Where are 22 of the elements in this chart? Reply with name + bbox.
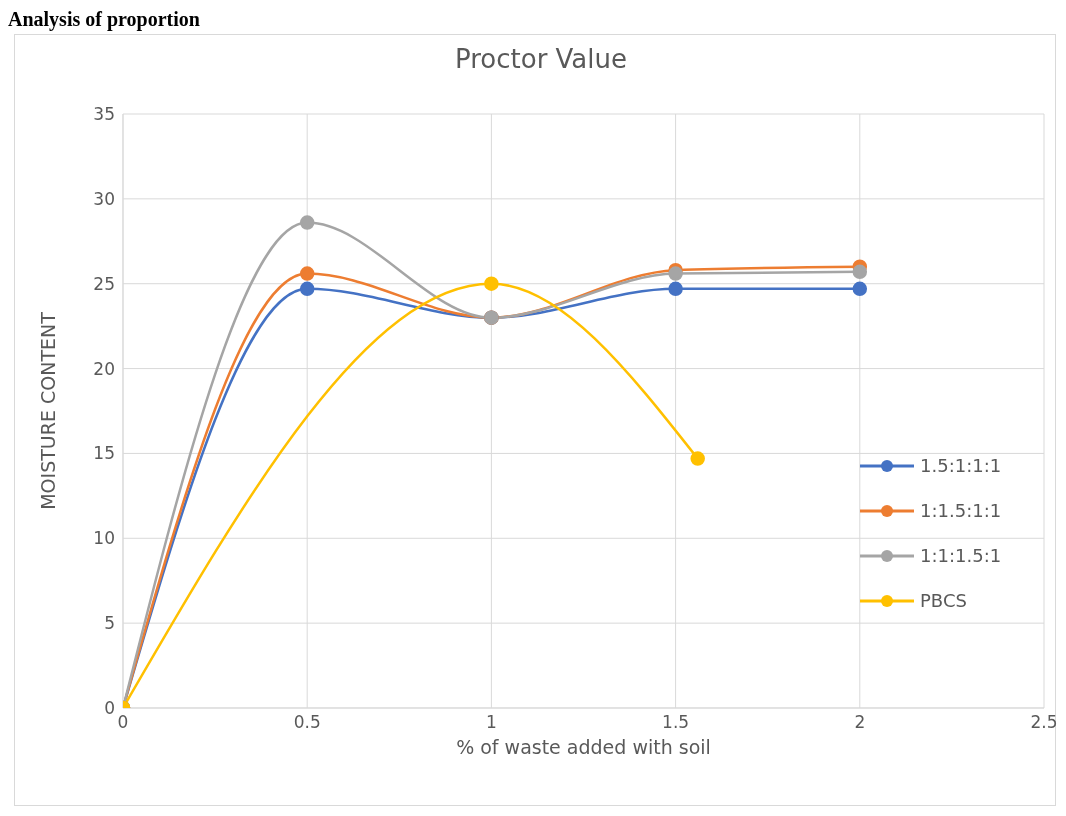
legend-label: 1:1:1.5:1 (920, 545, 1002, 566)
chart-title: Proctor Value (454, 44, 628, 74)
y-tick-label: 25 (93, 273, 115, 294)
y-tick-label: 30 (93, 188, 115, 209)
x-tick-label: 1 (485, 712, 497, 733)
x-tick-label: 1.5 (662, 712, 690, 733)
text: Analysis of proportion (8, 8, 200, 31)
legend-label: 1.5:1:1:1 (920, 455, 1002, 476)
legend-label: 1:1.5:1:1 (920, 500, 1002, 521)
x-tick-label: 0.5 (293, 712, 321, 733)
x-tick-label: 2 (854, 712, 866, 733)
y-tick-label: 10 (93, 528, 115, 549)
y-tick-label: 35 (93, 104, 115, 125)
x-tick-label: 2.5 (1030, 712, 1058, 733)
y-tick-label: 5 (104, 613, 115, 634)
y-axis-title: MOISTURE CONTENT (36, 311, 59, 510)
y-tick-label: 15 (93, 443, 115, 464)
y-tick-label: 20 (93, 358, 115, 379)
x-tick-label: 0 (117, 712, 129, 733)
x-axis-title: % of waste added with soil (456, 736, 711, 758)
y-tick-label: 0 (104, 698, 115, 719)
legend-label: PBCS (920, 590, 967, 611)
